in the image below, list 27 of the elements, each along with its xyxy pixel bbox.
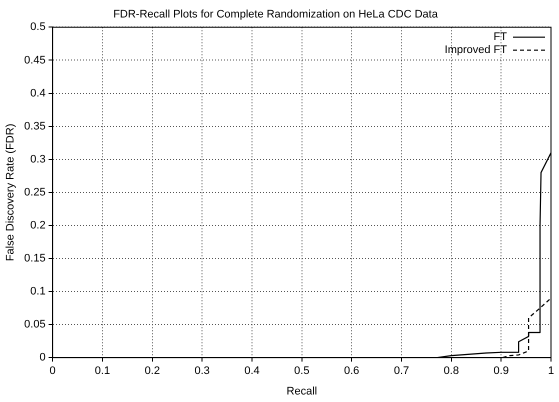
y-axis-title: False Discovery Rate (FDR) — [4, 124, 17, 262]
y-tick-label: 0.4 — [30, 87, 46, 100]
y-tick-label: 0.5 — [30, 21, 46, 34]
x-tick-label: 0.2 — [144, 365, 160, 378]
x-tick-label: 1 — [548, 365, 554, 378]
x-tick-label: 0.4 — [244, 365, 260, 378]
x-tick-label: 0.3 — [194, 365, 210, 378]
x-tick-label: 0.1 — [94, 365, 110, 378]
x-tick-label: 0.9 — [494, 365, 509, 378]
y-tick-label: 0.3 — [30, 153, 46, 166]
y-tick-label: 0.15 — [24, 252, 46, 265]
legend-label: Improved FT — [444, 44, 508, 56]
x-tick-label: 0.8 — [444, 365, 459, 378]
x-tick-label: 0.5 — [294, 365, 310, 378]
x-tick-label: 0 — [50, 365, 56, 378]
y-tick-label: 0.45 — [24, 54, 46, 66]
y-tick-label: 0.2 — [30, 219, 46, 232]
y-tick-label: 0.35 — [24, 120, 46, 132]
y-tick-label: 0.05 — [24, 318, 46, 331]
x-tick-label: 0.6 — [344, 365, 360, 378]
x-tick-label: 0.7 — [394, 365, 410, 378]
chart-title: FDR-Recall Plots for Complete Randomization on HeLa CDC Data — [113, 8, 439, 21]
y-tick-label: 0.25 — [24, 186, 46, 198]
legend-label: FT — [494, 31, 508, 44]
y-tick-label: 0.1 — [30, 286, 46, 298]
x-axis-title: Recall — [286, 385, 318, 398]
y-tick-label: 0 — [39, 352, 46, 364]
